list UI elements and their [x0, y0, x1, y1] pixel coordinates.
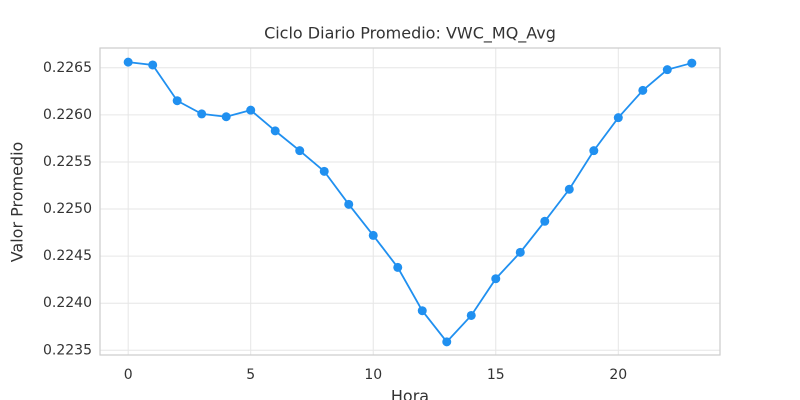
y-tick-label: 0.2265	[43, 60, 92, 76]
x-axis-label: Hora	[391, 387, 429, 400]
point	[172, 96, 182, 106]
point	[515, 247, 525, 257]
point	[197, 109, 207, 119]
x-tick-label: 10	[364, 367, 382, 383]
point	[417, 306, 427, 316]
point	[344, 199, 354, 209]
point	[295, 146, 305, 156]
chart-title: Ciclo Diario Promedio: VWC_MQ_Avg	[264, 24, 556, 44]
point	[368, 230, 378, 240]
x-tick-label: 5	[246, 367, 255, 383]
point	[589, 146, 599, 156]
point	[442, 337, 452, 347]
plot-frame	[99, 47, 721, 356]
x-tick-label: 15	[487, 367, 505, 383]
y-tick-label: 0.2235	[43, 342, 92, 358]
point	[221, 112, 231, 122]
point	[564, 184, 574, 194]
point	[491, 274, 501, 284]
point	[662, 65, 672, 75]
point	[638, 85, 648, 95]
y-tick-label: 0.2245	[43, 248, 92, 264]
point	[393, 262, 403, 272]
point	[270, 126, 280, 136]
point	[246, 105, 256, 115]
point	[466, 310, 476, 320]
point	[148, 60, 158, 70]
line	[128, 61, 693, 344]
x-tick-label: 0	[124, 367, 133, 383]
point	[123, 57, 133, 67]
point	[687, 58, 697, 68]
y-tick-label: 0.2260	[43, 107, 92, 123]
point	[540, 216, 550, 226]
x-tick-label: 20	[609, 367, 627, 383]
point	[613, 113, 623, 123]
y-tick-label: 0.2240	[43, 295, 92, 311]
y-tick-label: 0.2250	[43, 201, 92, 217]
y-axis-label: Valor Promedio	[8, 142, 27, 263]
point	[319, 166, 329, 176]
y-tick-label: 0.2255	[43, 154, 92, 170]
